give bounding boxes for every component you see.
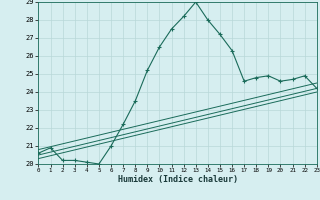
X-axis label: Humidex (Indice chaleur): Humidex (Indice chaleur) [118,175,238,184]
